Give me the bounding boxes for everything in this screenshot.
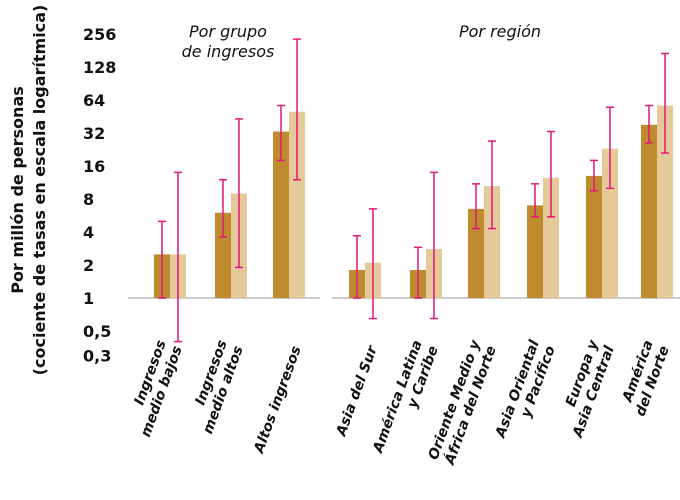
y-axis-label: Por millón de personas (cociente de tasas…: [8, 5, 49, 376]
category-label: Ingresosmedio bajos: [122, 338, 186, 439]
y-tick-label: 256: [83, 25, 116, 44]
bar: [602, 148, 618, 298]
category-label: Europa yAsia Central: [554, 337, 618, 440]
bar: [273, 131, 289, 298]
panel-title-line: Por grupo: [189, 22, 267, 41]
category-label-line: Altos ingresos: [251, 344, 305, 456]
y-axis-label-line: (cociente de tasas en escala logarítmica…: [30, 5, 49, 376]
y-tick-label: 8: [83, 190, 94, 209]
y-tick-label: 4: [83, 223, 94, 242]
bar: [484, 186, 500, 298]
panel-title: Por grupo de ingresos: [182, 22, 275, 61]
y-axis-label-line: Por millón de personas: [8, 86, 27, 294]
category-label-line: Asia del Sur: [333, 343, 381, 439]
panel-title-line: de ingresos: [182, 42, 275, 61]
panel-title-line: Por región: [459, 22, 541, 41]
y-tick-label: 0,5: [83, 322, 111, 341]
y-tick-label: 1: [83, 289, 94, 308]
category-label: Asia del Sur: [333, 343, 381, 439]
y-tick-label: 2: [83, 256, 94, 275]
panel-title: Por región: [459, 22, 541, 41]
bar: [586, 175, 602, 298]
y-tick-label: 128: [83, 58, 116, 77]
category-label: Américadel Norte: [617, 338, 673, 418]
y-tick-label: 0,3: [83, 346, 111, 365]
y-tick-label: 32: [83, 124, 105, 143]
bar: [527, 205, 543, 298]
category-label: Ingresosmedio altos: [184, 338, 247, 436]
bar: [543, 177, 559, 298]
y-tick-label: 16: [83, 157, 105, 176]
bar: [641, 124, 657, 298]
bar: [468, 208, 484, 298]
category-label: Altos ingresos: [251, 344, 305, 456]
bar: [215, 212, 231, 298]
bar: [289, 111, 305, 298]
y-tick-label: 64: [83, 91, 105, 110]
category-label: Asia Orientaly Pacífico: [492, 338, 558, 447]
